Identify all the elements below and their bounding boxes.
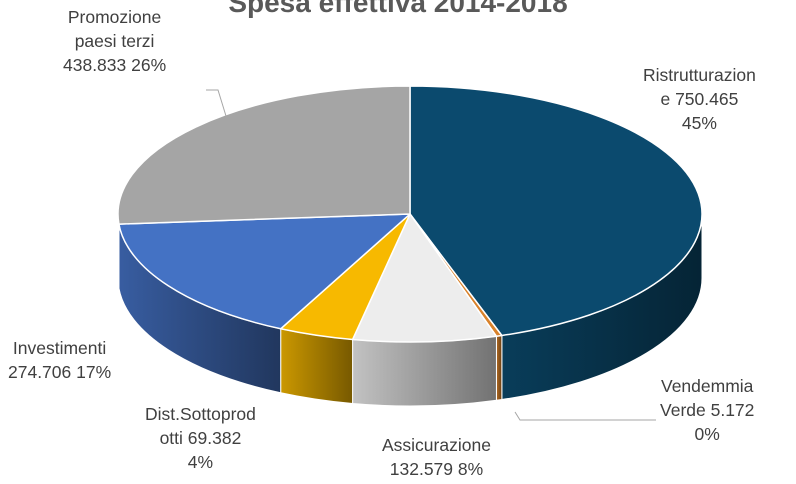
chart-title: Spesa effettiva 2014-2018 <box>228 0 568 18</box>
leader-line-vendemmia-verde <box>514 411 656 421</box>
label-vendemmia-line3: 0% <box>694 424 720 444</box>
label-dist-sottoprodotti: Dist.Sottoprod otti 69.382 4% <box>145 402 256 474</box>
label-dist-line1: Dist.Sottoprod <box>145 404 256 424</box>
label-promozione-paesi-terzi: Promozione paesi terzi 438.833 26% <box>63 5 166 77</box>
label-promozione-line3: 438.833 26% <box>63 55 167 75</box>
label-promozione-line1: Promozione <box>67 7 162 27</box>
label-investimenti-line2: 274.706 17% <box>8 362 112 382</box>
label-dist-line2: otti 69.382 <box>159 428 242 448</box>
label-investimenti: Investimenti 274.706 17% <box>8 336 111 384</box>
label-investimenti-line1: Investimenti <box>12 338 107 358</box>
label-ristrutturazione-line1: Ristrutturazion <box>643 65 756 85</box>
label-vendemmia-line1: Vendemmia <box>660 376 754 396</box>
label-ristrutturazione-line2: e 750.465 <box>660 89 739 109</box>
label-vendemmia-verde: Vendemmia Verde 5.172 0% <box>660 374 754 446</box>
label-promozione-line2: paesi terzi <box>74 31 155 51</box>
pie-top-faces <box>117 85 703 343</box>
leader-lines <box>206 89 656 421</box>
label-dist-line3: 4% <box>187 452 214 472</box>
pie-slice-investimenti <box>118 213 411 330</box>
label-ristrutturazione: Ristrutturazion e 750.465 45% <box>643 63 756 135</box>
pie-slice-promozione-paesi-terzi <box>117 85 411 225</box>
pie-side-vendemmia-verde <box>495 334 503 401</box>
pie-slice-ristrutturazione <box>409 85 703 337</box>
pie-side-dist-sottoprodotti <box>280 328 354 405</box>
pie-side-assicurazione <box>352 335 497 407</box>
label-assicurazione-line1: Assicurazione <box>382 435 491 455</box>
label-ristrutturazione-line3: 45% <box>681 113 717 133</box>
label-assicurazione-line2: 132.579 8% <box>389 459 484 479</box>
leader-line-promozione <box>206 89 227 117</box>
pie-slice-assicurazione <box>351 213 498 343</box>
label-vendemmia-line2: Verde 5.172 <box>660 400 755 420</box>
label-assicurazione: Assicurazione 132.579 8% <box>382 433 491 481</box>
